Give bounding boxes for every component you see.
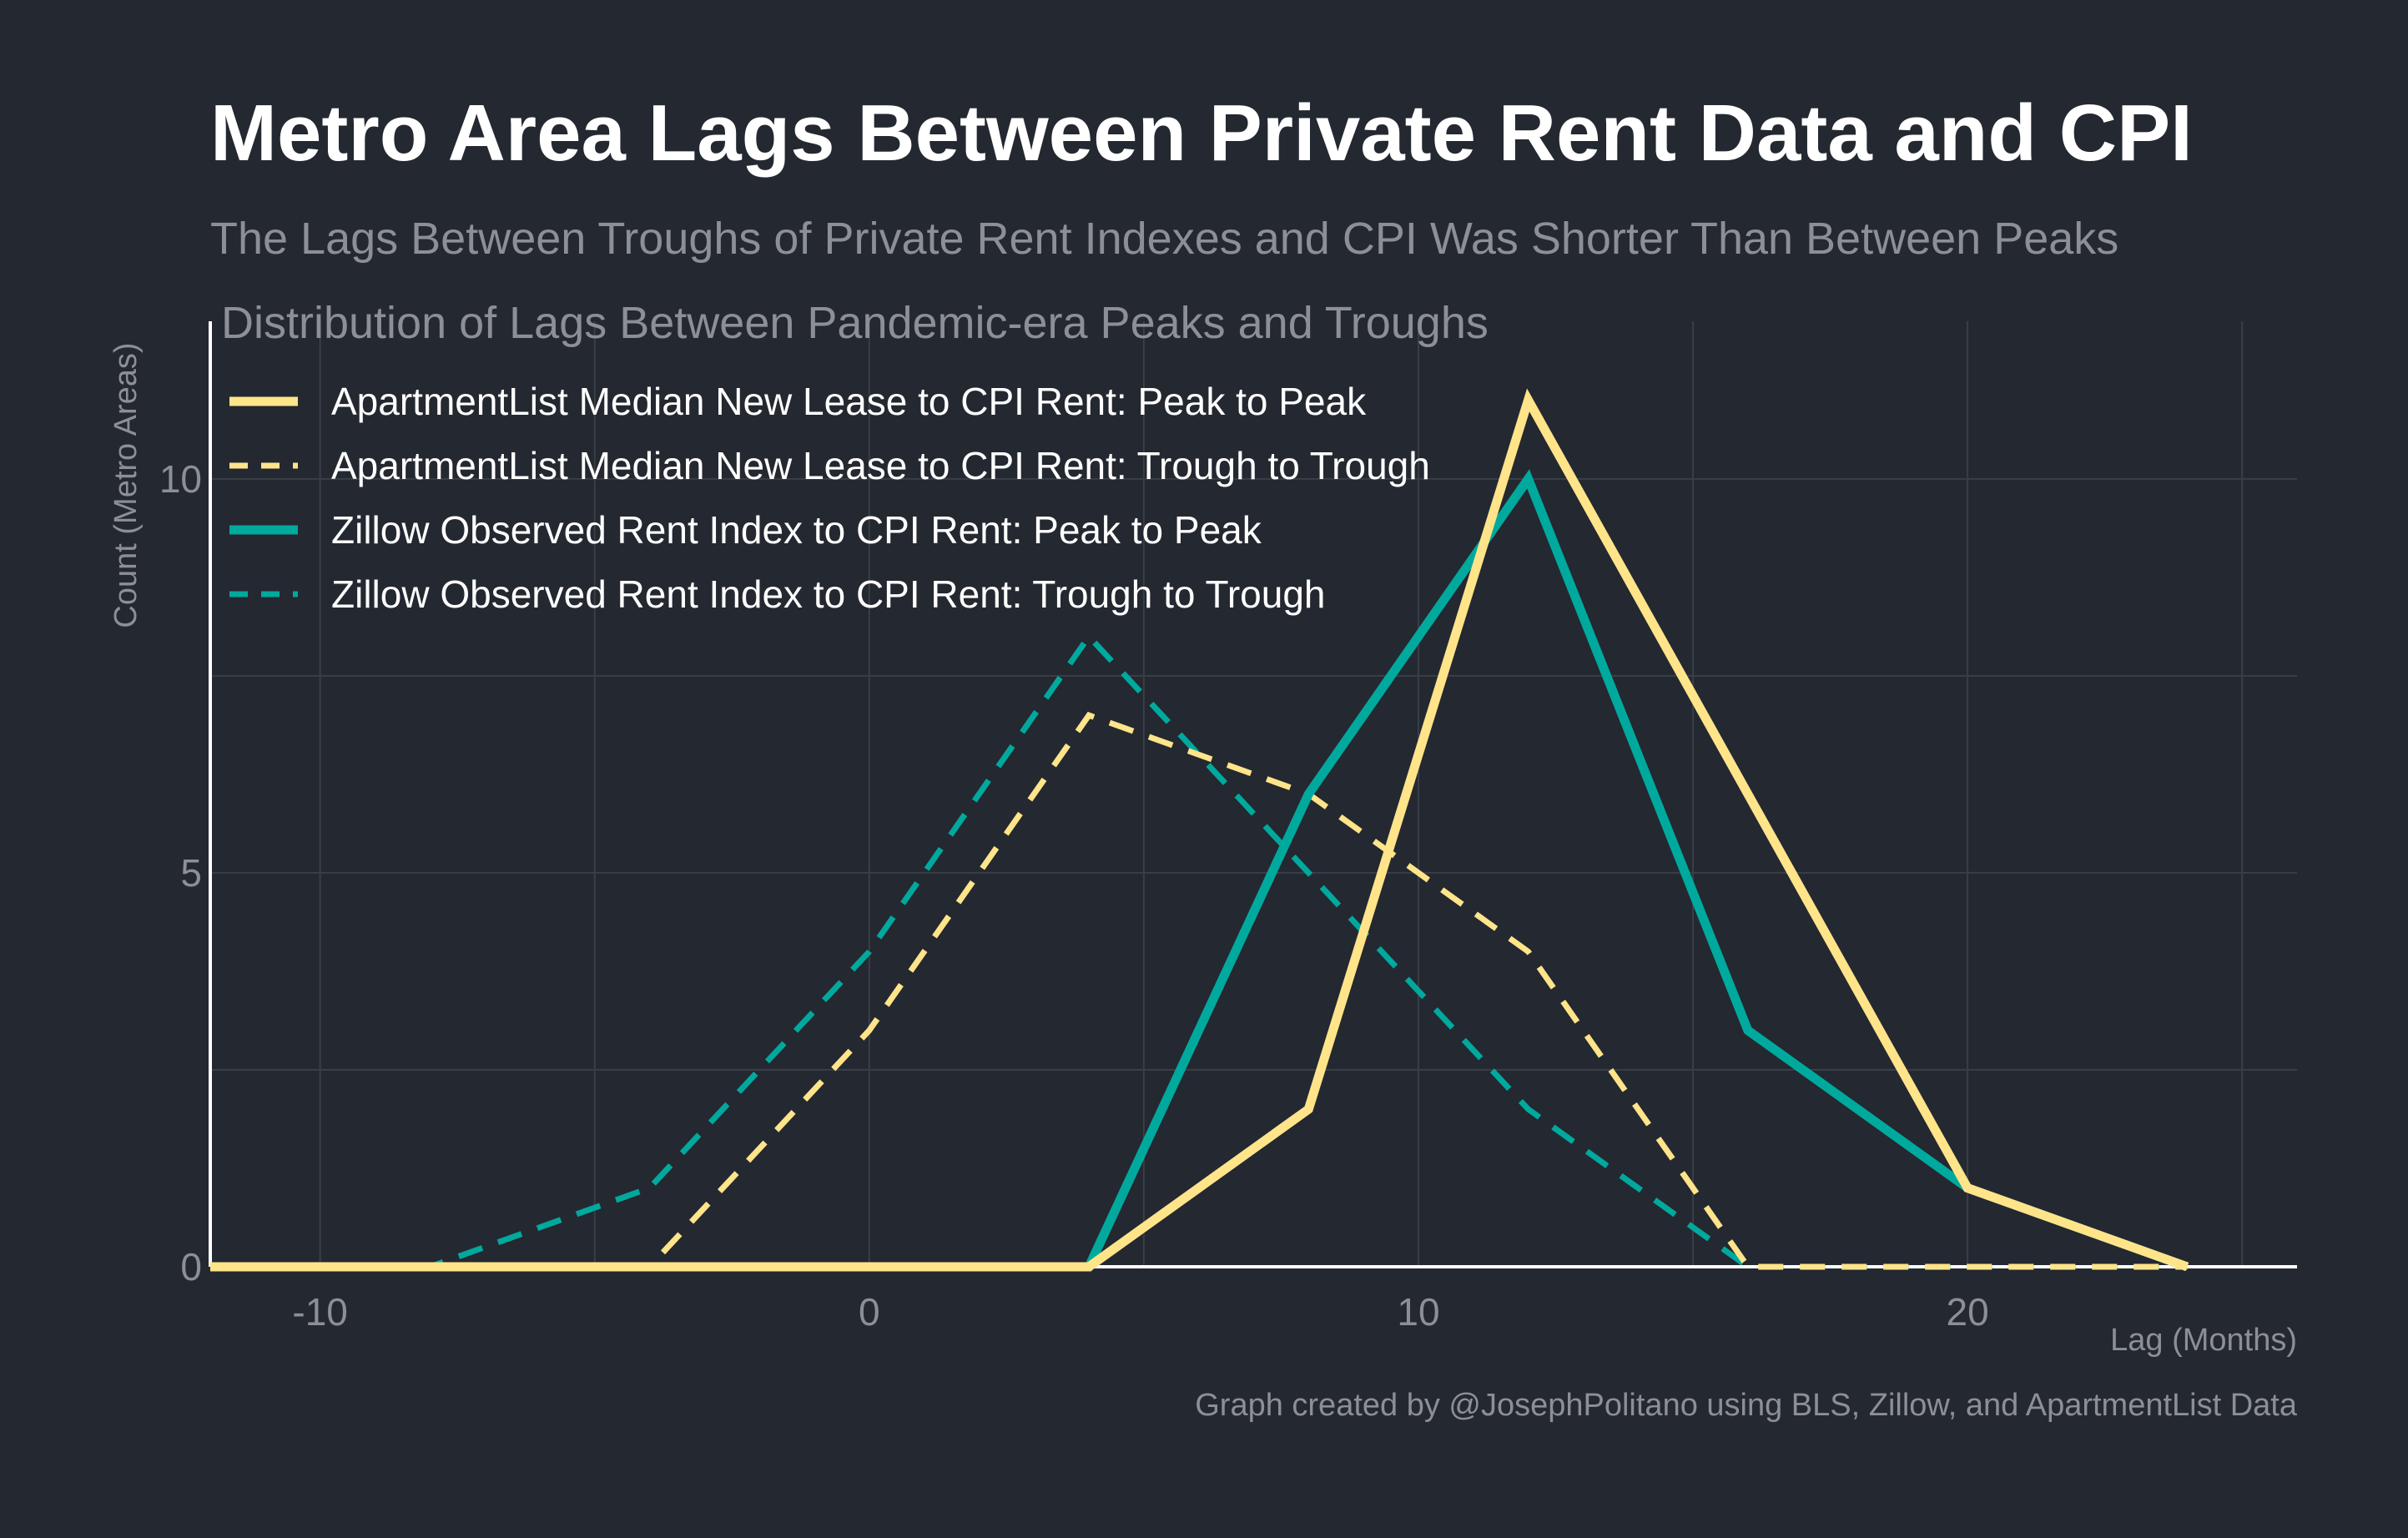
x-tick-label: 20 bbox=[1947, 1290, 1989, 1334]
chart-subtitle: The Lags Between Troughs of Private Rent… bbox=[210, 214, 2119, 264]
x-axis-title: Lag (Months) bbox=[2110, 1323, 2297, 1358]
legend: ApartmentList Median New Lease to CPI Re… bbox=[229, 380, 1430, 616]
legend-label: ApartmentList Median New Lease to CPI Re… bbox=[331, 380, 1367, 423]
series-line-solid bbox=[210, 388, 2189, 1272]
x-tick-label: -10 bbox=[292, 1290, 347, 1334]
legend-label: Zillow Observed Rent Index to CPI Rent: … bbox=[331, 572, 1326, 616]
legend-label: ApartmentList Median New Lease to CPI Re… bbox=[331, 444, 1430, 487]
series-line-dashed bbox=[210, 711, 2188, 1270]
x-tick-label: 10 bbox=[1397, 1290, 1439, 1334]
chart-title: Metro Area Lags Between Private Rent Dat… bbox=[210, 88, 2193, 178]
source-credit: Graph created by @JosephPolitano using B… bbox=[1195, 1388, 2297, 1423]
y-tick-label: 10 bbox=[159, 457, 202, 501]
series-lines bbox=[210, 388, 2189, 1272]
axis-labels: -10 0 10 20 0 5 10 Lag (Months) Count (Metro Are… bbox=[108, 298, 2297, 1358]
series-line-dashed bbox=[210, 632, 2188, 1270]
grid-lines bbox=[210, 321, 2297, 1267]
plot-title: Distribution of Lags Between Pandemic-er… bbox=[221, 298, 1489, 348]
y-axis-title: Count (Metro Areas) bbox=[108, 342, 144, 628]
y-tick-label: 0 bbox=[180, 1245, 202, 1288]
x-tick-label: 0 bbox=[859, 1290, 880, 1334]
y-tick-label: 5 bbox=[180, 851, 202, 895]
legend-label: Zillow Observed Rent Index to CPI Rent: … bbox=[331, 508, 1262, 552]
